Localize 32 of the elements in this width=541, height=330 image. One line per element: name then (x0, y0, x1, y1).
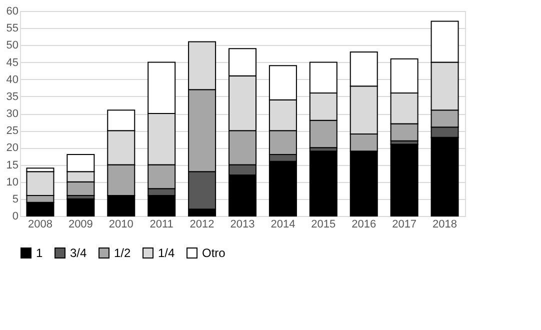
legend-label: 3/4 (70, 246, 88, 260)
legend-label: Otro (202, 246, 226, 260)
bar (309, 150, 338, 216)
x-tick-label: 2015 (311, 218, 336, 230)
legend-label: 1/2 (114, 246, 132, 260)
bar (66, 198, 95, 216)
y-tick-label: 25 (6, 125, 18, 138)
y-tick-label: 20 (6, 142, 18, 154)
x-tick-label: 2010 (108, 218, 134, 230)
x-tick-label: 2009 (68, 218, 93, 230)
x-tick-label: 2016 (352, 218, 376, 230)
y-tick-label: 55 (6, 22, 18, 35)
y-tick-label: 5 (12, 193, 18, 206)
x-tick-label: 2008 (28, 218, 52, 230)
y-tick-label: 60 (6, 6, 18, 18)
y-tick-label: 50 (6, 40, 18, 52)
y-tick-label: 45 (6, 56, 18, 69)
x-tick-label: 2012 (190, 218, 214, 230)
x-tick-label: 2017 (392, 218, 417, 230)
y-tick-label: 35 (6, 90, 18, 103)
bar (390, 144, 418, 216)
y-tick-label: 40 (6, 74, 18, 86)
legend-label: 1 (36, 246, 43, 260)
x-tick-label: 2018 (432, 218, 458, 230)
x-tick-label: 2014 (270, 218, 296, 230)
y-tick-label: 30 (6, 108, 18, 120)
x-tick-label: 2013 (230, 218, 255, 230)
y-tick-label: 15 (6, 159, 18, 172)
legend-label: 1/4 (158, 246, 176, 260)
y-tick-label: 0 (12, 210, 18, 222)
y-tick-label: 10 (6, 176, 18, 188)
x-tick-label: 2011 (150, 218, 174, 230)
